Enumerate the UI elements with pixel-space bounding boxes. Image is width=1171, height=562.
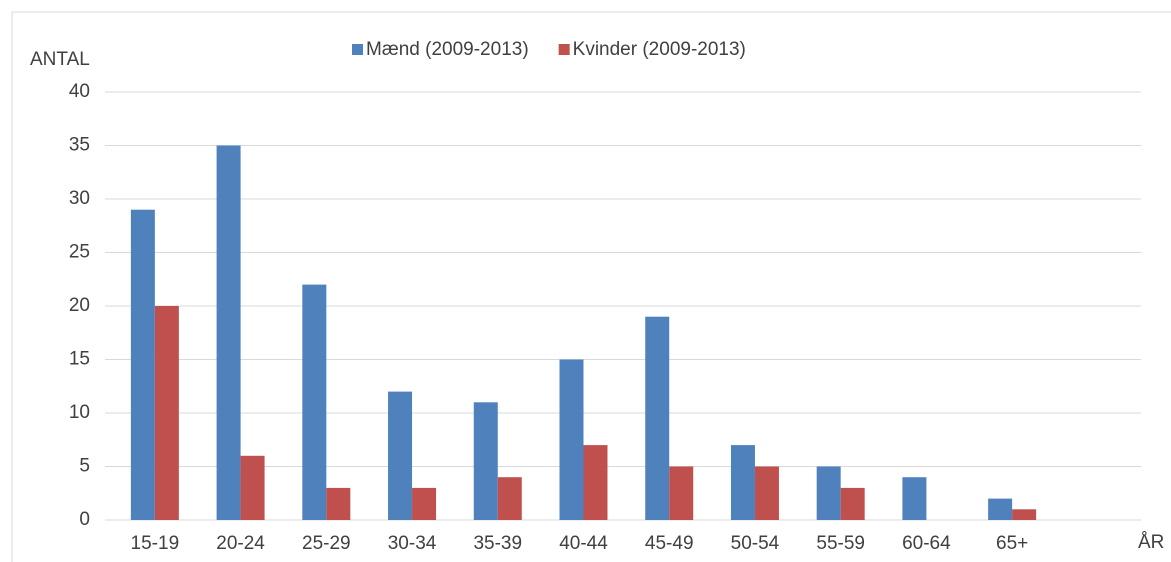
y-tick-label: 15 xyxy=(69,349,90,370)
x-axis-label: ÅR xyxy=(1138,532,1164,553)
y-tick-label: 25 xyxy=(69,242,90,263)
bar xyxy=(412,487,437,520)
y-tick-label: 40 xyxy=(69,81,90,102)
x-tick-label: 15-19 xyxy=(131,533,180,554)
bar xyxy=(902,477,927,520)
x-tick-label: 50-54 xyxy=(731,533,780,554)
bar xyxy=(240,455,265,520)
x-tick-label: 25-29 xyxy=(302,533,351,554)
y-tick-label: 0 xyxy=(79,509,90,530)
bar xyxy=(816,466,841,520)
y-tick-label: 20 xyxy=(69,295,90,316)
bar xyxy=(645,316,670,520)
bar xyxy=(388,391,413,520)
bar xyxy=(130,209,155,520)
x-tick-label: 45-49 xyxy=(645,533,694,554)
x-tick-label: 40-44 xyxy=(559,533,608,554)
y-tick-label: 5 xyxy=(79,456,90,477)
legend-swatch xyxy=(558,44,570,55)
bar xyxy=(216,145,241,520)
bar xyxy=(988,498,1013,520)
y-tick-label: 10 xyxy=(69,402,90,423)
y-tick-label: 30 xyxy=(69,188,90,209)
legend-swatch xyxy=(352,44,363,55)
x-tick-label: 60-64 xyxy=(902,533,951,554)
bar xyxy=(154,306,179,520)
bar xyxy=(669,466,694,520)
x-tick-label: 65+ xyxy=(996,533,1028,554)
bar xyxy=(302,284,327,520)
bar xyxy=(754,466,779,520)
x-tick-label: 55-59 xyxy=(816,533,865,554)
bar xyxy=(1012,509,1037,520)
bar xyxy=(473,402,498,520)
bar xyxy=(583,445,608,520)
legend-label: Mænd (2009-2013) xyxy=(366,39,529,60)
bar xyxy=(326,487,351,520)
chart-frame xyxy=(11,11,1171,562)
x-tick-label: 30-34 xyxy=(388,533,437,554)
x-tick-label: 20-24 xyxy=(216,533,265,554)
x-tick-label: 35-39 xyxy=(473,533,522,554)
y-axis-label: ANTAL xyxy=(30,49,90,70)
bar xyxy=(497,477,522,520)
bar xyxy=(559,359,584,520)
y-tick-label: 35 xyxy=(69,135,90,156)
bar xyxy=(730,445,755,520)
bar xyxy=(840,487,865,520)
legend-label: Kvinder (2009-2013) xyxy=(573,39,746,60)
